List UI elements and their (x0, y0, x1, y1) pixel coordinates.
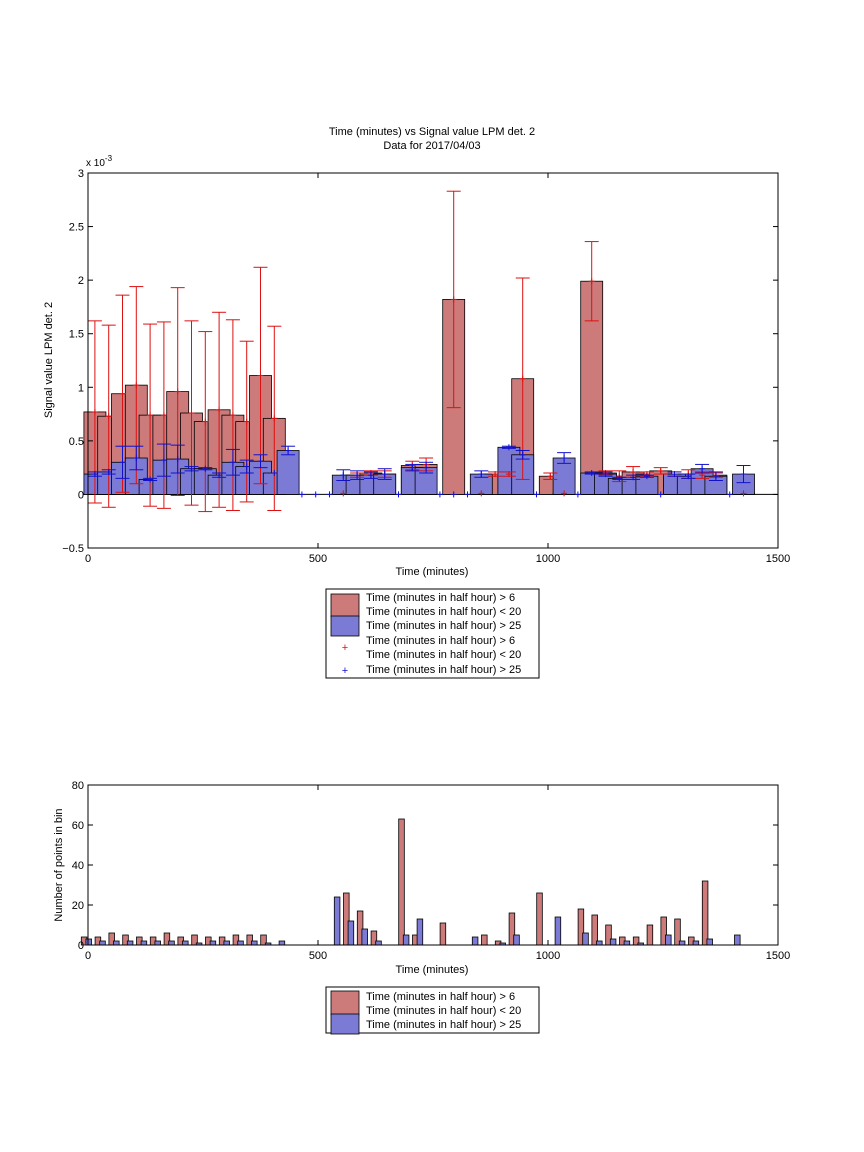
bottom-chart-ytick-label: 80 (72, 780, 84, 792)
top-chart: Time (minutes) vs Signal value LPM det. … (43, 126, 790, 679)
bottom-blue-bar (347, 920, 355, 946)
bottom-chart-legend: Time (minutes in half hour) > 6 Time (mi… (325, 986, 540, 1035)
top-chart-ytick-label: 1 (78, 382, 84, 394)
top-chart-ytick-label: 2 (78, 275, 84, 287)
top-legend-entry-6: Time (minutes in half hour) > 25 (366, 664, 521, 676)
top-chart-xtick-label: 0 (85, 553, 91, 565)
top-chart-legend: + + Time (minutes in half hour) > 6 Time… (325, 588, 540, 679)
bottom-chart-xtick-label: 1000 (536, 950, 560, 962)
bottom-chart-ytick-label: 0 (78, 940, 84, 952)
bottom-blue-bar (513, 934, 520, 946)
bottom-chart-ytick-label: 40 (72, 860, 84, 872)
bottom-blue-bar (402, 934, 410, 946)
bottom-chart-ylabel: Number of points in bin (53, 808, 65, 921)
top-chart-marks (83, 190, 778, 513)
bottom-legend-box (325, 986, 540, 1034)
top-chart-ytick-label: 1.5 (69, 329, 84, 341)
bottom-blue-bar (209, 940, 217, 946)
top-chart-ytick-label: 2.5 (69, 222, 84, 234)
bottom-red-bar (398, 818, 405, 946)
bottom-legend-patch-blue (330, 1013, 360, 1035)
bottom-chart-ytick-label: 60 (72, 820, 84, 832)
top-chart-ytick-label: 3 (78, 168, 84, 180)
bottom-red-bar (536, 892, 543, 946)
top-chart-exponent-base: x 10 (86, 158, 105, 169)
bottom-red-bar (701, 880, 709, 946)
bottom-blue-bar (596, 940, 603, 946)
bottom-blue-bar (375, 940, 382, 946)
bottom-chart-ytick-label: 20 (72, 900, 84, 912)
bottom-legend-entry-1: Time (minutes in half hour) > 6 (366, 991, 515, 1003)
bottom-blue-bar (278, 940, 286, 946)
bottom-legend-entry-2: Time (minutes in half hour) < 20 (366, 1005, 521, 1017)
top-chart-ytick-label: 0 (78, 489, 84, 501)
top-blue-bar (276, 450, 300, 495)
top-legend-entry-1: Time (minutes in half hour) > 6 (366, 592, 515, 604)
top-legend-entry-4: Time (minutes in half hour) > 6 (366, 635, 515, 647)
bottom-blue-bar (416, 918, 424, 946)
bottom-chart-marks (80, 818, 741, 946)
bottom-chart-y-ticks: 0 20 40 60 80 (72, 780, 778, 952)
bottom-chart-xtick-label: 0 (85, 950, 91, 962)
bottom-chart-x-ticks: 0 500 1000 1500 (85, 785, 790, 962)
bottom-chart-xtick-label: 500 (309, 950, 327, 962)
bottom-blue-bar (251, 940, 258, 946)
top-legend-box (325, 588, 540, 679)
top-chart-xtick-label: 1500 (766, 553, 790, 565)
bottom-blue-bar (85, 938, 92, 946)
bottom-red-bar (439, 922, 447, 946)
top-chart-exponent-power: -3 (105, 154, 113, 163)
bottom-blue-bar (154, 940, 161, 946)
top-chart-xtick-label: 500 (309, 553, 327, 565)
top-chart-subtitle: Data for 2017/04/03 (383, 140, 480, 152)
top-legend-marker-blue: + (342, 665, 348, 677)
top-chart-ytick-label: 0.5 (69, 436, 84, 448)
bottom-blue-bar (665, 934, 672, 946)
bottom-blue-bar (361, 928, 368, 946)
bottom-chart-xlabel: Time (minutes) (396, 964, 469, 976)
bottom-blue-bar (706, 938, 713, 946)
top-chart-xlabel: Time (minutes) (396, 566, 469, 578)
bottom-blue-bar (678, 940, 686, 946)
top-chart-ytick-label: −0.5 (62, 543, 84, 555)
bottom-blue-bar (182, 940, 189, 946)
top-chart-x-ticks: 0 500 1000 1500 (85, 173, 790, 565)
bottom-blue-bar (99, 940, 106, 946)
top-chart-title: Time (minutes) vs Signal value LPM det. … (329, 126, 535, 138)
bottom-red-bar (646, 924, 654, 946)
bottom-chart: 0 20 40 60 80 0 500 1000 1500 Time (minutes) Nu… (53, 780, 790, 1035)
bottom-blue-bar (223, 940, 230, 946)
bottom-blue-bar (140, 940, 148, 946)
top-chart-exponent: x 10-3 (86, 154, 113, 169)
bottom-blue-bar (692, 940, 700, 946)
top-legend-patch-blue (330, 615, 360, 637)
bottom-blue-bar (237, 940, 244, 946)
top-legend-entry-3: Time (minutes in half hour) > 25 (366, 620, 521, 632)
bottom-blue-bar (168, 940, 175, 946)
top-legend-entry-2: Time (minutes in half hour) < 20 (366, 606, 521, 618)
bottom-blue-bar (126, 940, 134, 946)
bottom-legend-entry-3: Time (minutes in half hour) > 25 (366, 1019, 521, 1031)
top-legend-patch-red (330, 593, 360, 618)
bottom-blue-bar (471, 936, 479, 946)
top-chart-ylabel: Signal value LPM det. 2 (43, 302, 55, 418)
bottom-blue-bar (609, 938, 617, 946)
bottom-red-bar (481, 934, 488, 946)
bottom-blue-bar (623, 940, 631, 946)
bottom-blue-bar (582, 932, 589, 946)
bottom-blue-bar (113, 940, 120, 946)
top-chart-axes-box (87, 172, 779, 549)
bottom-chart-xtick-label: 1500 (766, 950, 790, 962)
bottom-blue-bar (333, 896, 341, 946)
top-chart-xtick-label: 1000 (536, 553, 560, 565)
bottom-red-bar (591, 914, 598, 946)
bottom-blue-bar (734, 934, 741, 946)
top-legend-entry-5: Time (minutes in half hour) < 20 (366, 649, 521, 661)
bottom-legend-patch-red (330, 990, 360, 1016)
top-legend-marker-red: + (342, 642, 348, 654)
bottom-blue-bar (554, 916, 562, 946)
top-chart-y-ticks: −0.5 0 0.5 1 1.5 2 2.5 3 (62, 168, 778, 555)
